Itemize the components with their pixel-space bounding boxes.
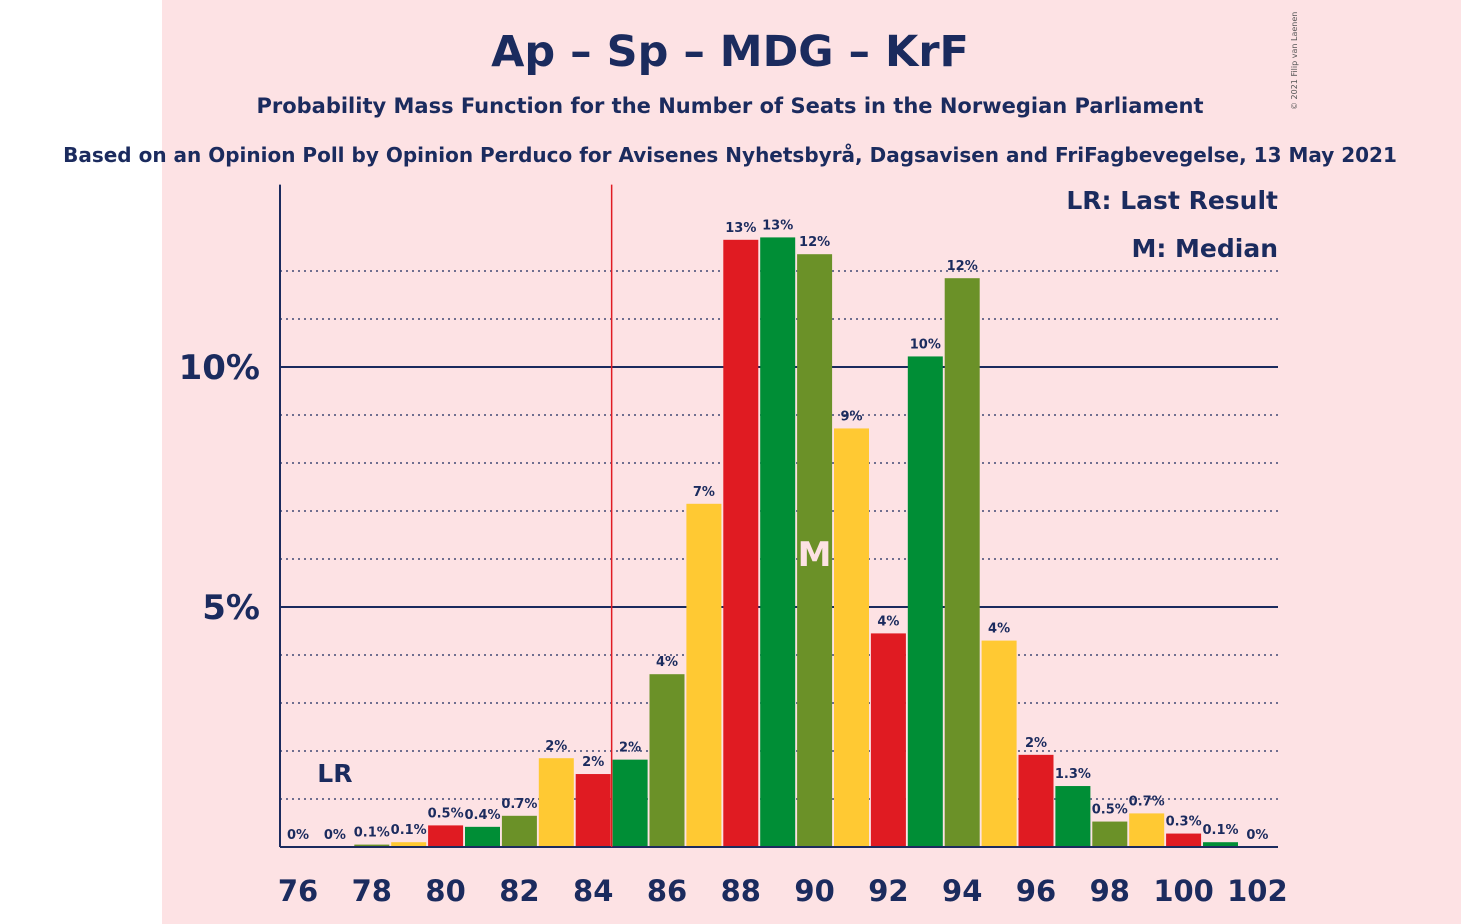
bar-91 (834, 428, 869, 847)
x-tick-98: 98 (1090, 874, 1130, 908)
x-tick-78: 78 (352, 874, 392, 908)
x-tick-82: 82 (499, 874, 539, 908)
bar-label-100: 0.3% (1166, 815, 1202, 830)
copyright-note: © 2021 Filip van Laenen (1290, 12, 1299, 110)
bar-label-89: 13% (762, 218, 793, 233)
x-tick-92: 92 (868, 874, 908, 908)
bar-98 (1092, 822, 1127, 847)
bar-label-88: 13% (725, 221, 756, 236)
bar-label-99: 0.7% (1129, 794, 1165, 809)
x-tick-102: 102 (1227, 874, 1288, 908)
bars (354, 237, 1238, 847)
x-tick-88: 88 (721, 874, 761, 908)
x-tick-96: 96 (1016, 874, 1056, 908)
bar-83 (539, 758, 574, 847)
bar-label-83: 2% (545, 739, 567, 754)
y-tick-5: 5% (202, 588, 260, 628)
bar-89 (760, 237, 795, 847)
bar-label-94: 12% (947, 259, 978, 274)
x-tick-94: 94 (942, 874, 982, 908)
chart-subtitle: Probability Mass Function for the Number… (256, 94, 1203, 118)
bar-86 (650, 674, 685, 847)
y-tick-10: 10% (179, 348, 260, 388)
x-tick-80: 80 (425, 874, 465, 908)
bar-label-81: 0.4% (464, 808, 500, 823)
chart-title: Ap – Sp – MDG – KrF (491, 27, 969, 77)
bar-99 (1129, 813, 1164, 847)
bar-label-85: 2% (619, 741, 641, 756)
bar-87 (686, 504, 721, 847)
last-result-marker: LR (317, 759, 352, 788)
bar-label-93: 10% (910, 337, 941, 352)
bar-93 (908, 356, 943, 847)
bar-81 (465, 827, 500, 847)
bar-label-95: 4% (988, 622, 1010, 637)
bar-label-102: 0% (1246, 828, 1268, 843)
bar-label-92: 4% (877, 614, 899, 629)
bar-label-90: 12% (799, 235, 830, 250)
bar-95 (982, 641, 1017, 847)
bar-96 (1019, 755, 1054, 847)
bar-100 (1166, 834, 1201, 847)
legend-last-result: LR: Last Result (1066, 186, 1278, 215)
bar-label-77: 0% (324, 828, 346, 843)
bar-80 (428, 825, 463, 847)
x-tick-84: 84 (573, 874, 613, 908)
bar-85 (613, 760, 648, 847)
legend-median: M: Median (1131, 234, 1278, 263)
y-axis: 5% 10% (179, 185, 280, 847)
bar-label-82: 0.7% (501, 797, 537, 812)
bar-label-101: 0.1% (1202, 823, 1238, 838)
bar-82 (502, 816, 537, 847)
bar-label-79: 0.1% (391, 823, 427, 838)
bar-label-80: 0.5% (428, 806, 464, 821)
bar-label-78: 0.1% (354, 826, 390, 841)
bar-label-91: 9% (840, 409, 862, 424)
chart-source: Based on an Opinion Poll by Opinion Perd… (63, 143, 1397, 167)
bar-84 (576, 774, 611, 847)
bar-label-97: 1.3% (1055, 767, 1091, 782)
bar-97 (1055, 786, 1090, 847)
x-tick-90: 90 (794, 874, 834, 908)
x-tick-86: 86 (647, 874, 687, 908)
median-marker: M (798, 535, 832, 575)
x-axis: 76 78 80 82 84 86 88 90 92 94 96 98 100 102 (278, 847, 1288, 908)
bar-label-96: 2% (1025, 736, 1047, 751)
bar-label-84: 2% (582, 755, 604, 770)
bar-label-98: 0.5% (1092, 803, 1128, 818)
x-tick-76: 76 (278, 874, 318, 908)
x-tick-100: 100 (1153, 874, 1214, 908)
bar-label-87: 7% (693, 485, 715, 500)
bar-94 (945, 278, 980, 847)
bar-label-76: 0% (287, 828, 309, 843)
bar-88 (723, 240, 758, 847)
bar-92 (871, 633, 906, 847)
bar-label-86: 4% (656, 655, 678, 670)
